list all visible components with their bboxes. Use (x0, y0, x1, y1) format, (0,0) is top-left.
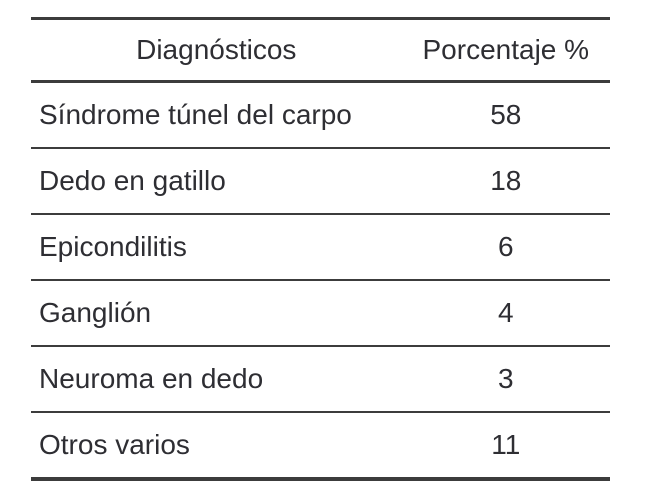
header-row: Diagnósticos Porcentaje % (31, 19, 610, 82)
percentage-cell: 58 (490, 99, 522, 130)
percentage-cell: 4 (497, 297, 514, 328)
percentage-cell: 3 (497, 363, 514, 394)
diagnosis-cell: Epicondilitis (39, 231, 187, 262)
percentage-cell: 11 (491, 429, 521, 460)
header-diagnosis: Diagnósticos (136, 34, 297, 65)
table-header: Diagnósticos Porcentaje % (31, 19, 610, 82)
diagnosis-cell: Dedo en gatillo (39, 165, 226, 196)
table-row: Neuroma en dedo 3 (31, 346, 610, 412)
diagnosis-cell: Ganglión (39, 297, 152, 328)
table-body: Síndrome túnel del carpo 58 Dedo en gati… (31, 82, 610, 479)
diagnosis-cell: Síndrome túnel del carpo (39, 99, 352, 130)
diagnosis-table: Diagnósticos Porcentaje % Síndrome túnel… (31, 17, 610, 481)
percentage-cell: 18 (490, 165, 522, 196)
table-row: Epicondilitis 6 (31, 214, 610, 280)
diagnosis-cell: Otros varios (39, 429, 190, 460)
table-row: Dedo en gatillo 18 (31, 148, 610, 214)
table-row: Otros varios 11 (31, 412, 610, 479)
header-percentage: Porcentaje % (422, 34, 590, 65)
diagnosis-table-container: Diagnósticos Porcentaje % Síndrome túnel… (31, 17, 610, 481)
percentage-cell: 6 (497, 231, 514, 262)
table-row: Ganglión 4 (31, 280, 610, 346)
diagnosis-cell: Neuroma en dedo (39, 363, 264, 394)
table-row: Síndrome túnel del carpo 58 (31, 82, 610, 148)
